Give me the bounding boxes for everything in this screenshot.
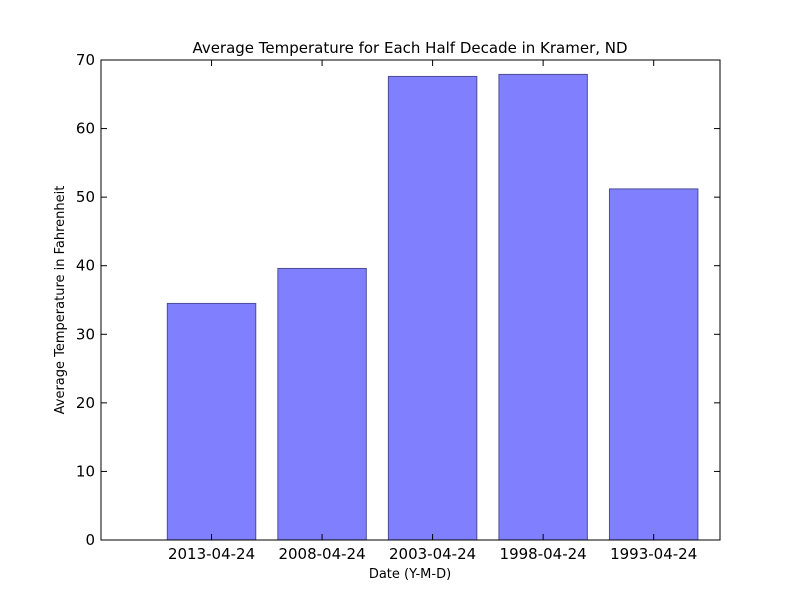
x-axis-label: Date (Y-M-D) [369,567,451,582]
x-tick-label: 2013-04-24 [168,545,255,563]
y-tick-label: 40 [76,257,95,275]
y-tick-label: 30 [76,325,95,343]
bar-2008-04-24 [277,267,367,541]
bar-1993-04-24 [608,188,699,541]
x-tick-label: 2008-04-24 [278,545,365,563]
y-tick-label: 50 [76,188,95,206]
plot-frame [100,59,721,541]
y-tick-label: 10 [76,462,95,480]
y-axis-ticks: 0 10 20 30 40 50 60 70 [76,51,720,549]
x-tick-label: 2003-04-24 [389,545,476,563]
y-tick-label: 60 [76,120,95,138]
bar-1998-04-24 [498,73,588,541]
bar-series [166,73,699,541]
y-tick-label: 0 [85,531,95,549]
bar-2013-04-24 [166,302,257,541]
y-axis-label: Average Temperature in Fahrenheit [53,186,68,415]
chart-title: Average Temperature for Each Half Decade… [192,39,627,57]
bar-2003-04-24 [387,75,478,541]
y-tick-label: 20 [76,394,95,412]
y-tick-label: 70 [76,51,95,69]
x-axis-ticks: 2013-04-24 2008-04-24 2003-04-24 1998-04-24… [168,60,697,563]
x-tick-label: 1998-04-24 [500,545,587,563]
x-tick-label: 1993-04-24 [610,545,697,563]
